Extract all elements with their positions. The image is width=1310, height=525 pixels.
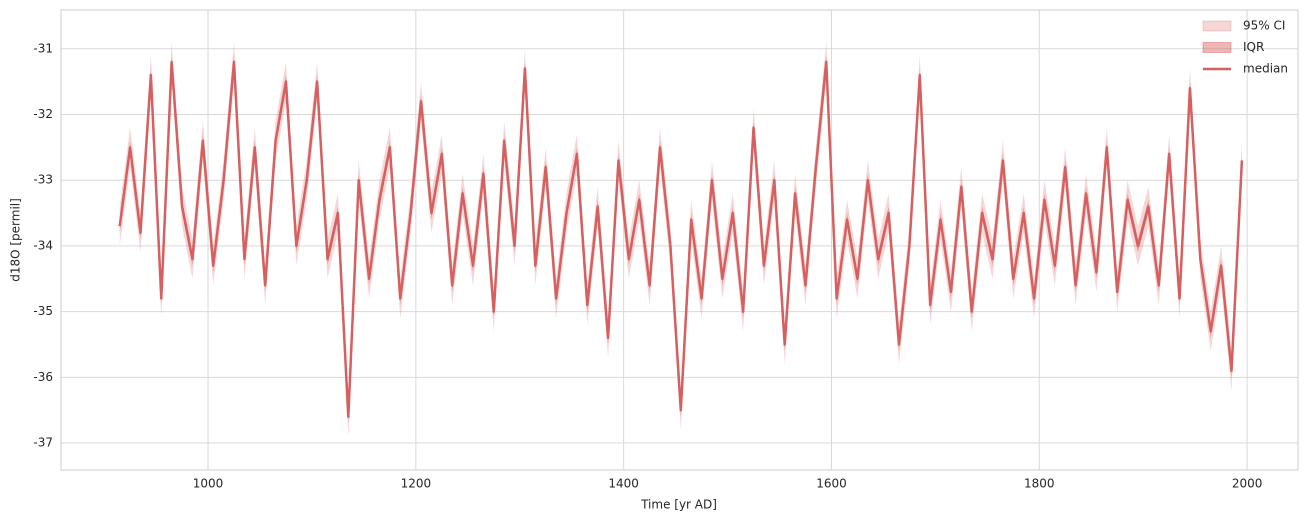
legend-label: 95% CI [1243,19,1285,33]
x-tick-label: 2000 [1232,477,1263,491]
y-tick-label: -35 [33,304,53,318]
x-tick-label: 1400 [608,477,639,491]
legend-label: median [1243,62,1288,76]
x-tick-label: 1800 [1024,477,1055,491]
y-tick-label: -32 [33,107,53,121]
y-tick-label: -33 [33,173,53,187]
x-tick-label: 1000 [193,477,224,491]
y-tick-label: -37 [33,436,53,450]
y-tick-label: -34 [33,238,53,252]
y-axis-label: d18O [permil] [9,198,23,282]
legend-swatch [1202,20,1232,32]
legend-swatch [1202,42,1232,53]
line [118,60,1244,419]
x-tick-label: 1200 [401,477,432,491]
legend-label: IQR [1243,40,1264,54]
axes-frame [60,9,1299,471]
x-axis-label: Time [yr AD] [640,498,717,512]
x-tick-label: 1600 [816,477,847,491]
y-tick-label: -36 [33,370,53,384]
y-tick-label: -31 [33,41,53,55]
